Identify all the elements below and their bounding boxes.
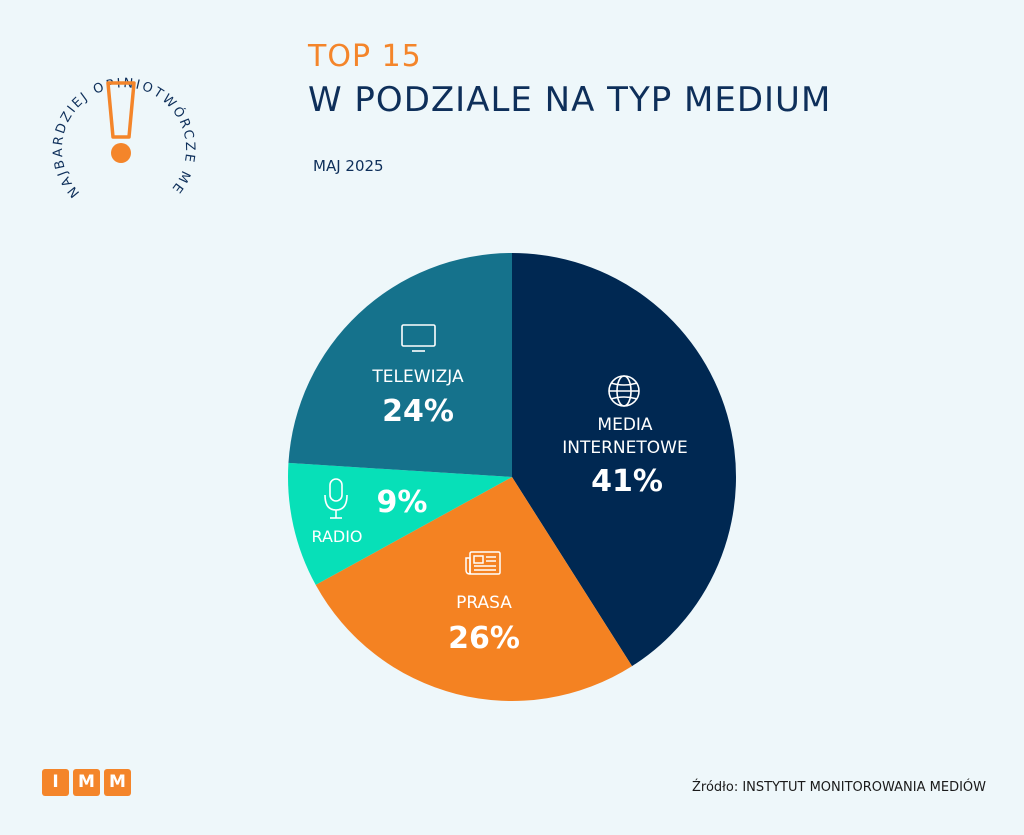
globe-icon xyxy=(608,375,640,407)
newspaper-icon xyxy=(465,551,501,575)
slice-name-internet: MEDIA xyxy=(597,415,653,435)
slice-value-telewizja: 24% xyxy=(382,394,454,429)
slice-name-radio: RADIO xyxy=(311,527,362,546)
imm-logo: I M M xyxy=(42,769,131,796)
slice-name-telewizja: TELEWIZJA xyxy=(371,367,464,387)
date-label: MAJ 2025 xyxy=(313,157,384,175)
slice-name-internet-line2: INTERNETOWE xyxy=(562,438,687,458)
badge-logo: NAJBARDZIEJ OPINIOTWÓRCZE MEDIA xyxy=(28,55,195,200)
imm-logo-letter-m2: M xyxy=(104,769,131,796)
imm-logo-letter-i: I xyxy=(42,769,69,796)
slice-name-prasa: PRASA xyxy=(456,593,512,613)
slice-value-radio: 9% xyxy=(377,485,428,520)
imm-logo-letter-m1: M xyxy=(73,769,100,796)
pie-slice-radio xyxy=(287,462,512,585)
tv-icon xyxy=(401,324,436,352)
exclamation-dot xyxy=(111,143,131,163)
pie-slice-media-internetowe xyxy=(512,253,737,667)
slice-value-internet: 41% xyxy=(591,464,663,499)
slice-value-prasa: 26% xyxy=(448,621,520,656)
exclamation-icon xyxy=(106,81,136,139)
pie-slice-telewizja xyxy=(288,253,512,477)
source-note: Źródło: INSTYTUT MONITOROWANIA MEDIÓW xyxy=(692,780,986,795)
header: TOP 15 W PODZIALE NA TYP MEDIUM xyxy=(308,40,831,122)
pie-slice-prasa xyxy=(315,477,633,702)
top-title: TOP 15 xyxy=(308,39,422,74)
microphone-icon xyxy=(324,478,348,519)
page-title: W PODZIALE NA TYP MEDIUM xyxy=(308,80,832,120)
